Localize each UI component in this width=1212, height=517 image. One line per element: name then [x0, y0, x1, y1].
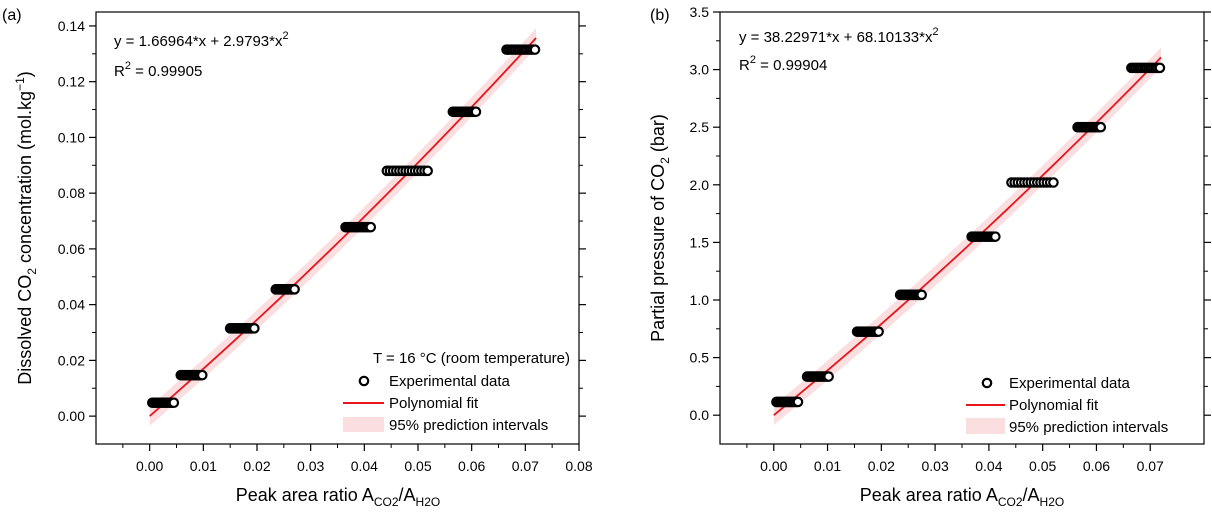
panel-a-y-tick-label: 0.00	[58, 408, 85, 424]
panel-a-data-point	[365, 221, 377, 233]
panel-a-x-ticks: 0.00 0.01 0.02 0.03 0.04 0.05 0.06 0.07 0.08	[122, 444, 593, 474]
panel-a-y-tick-label: 0.14	[58, 18, 85, 34]
panel-a-y-tick-label: 0.02	[58, 352, 85, 368]
panel-b-x-axis-title: Peak area ratio ACO2/AH2O	[860, 485, 1064, 509]
panel-a-x-tick-label: 0.06	[458, 458, 485, 474]
panel-b-x-tick-label: 0.04	[975, 458, 1002, 474]
panel-a-x-tick-label: 0.01	[190, 458, 217, 474]
panel-b-x-tick-label: 0.01	[814, 458, 841, 474]
panel-b-r-squared: R2 = 0.99904	[739, 54, 827, 74]
panel-a-legend-band-swatch	[343, 417, 384, 432]
panel-b-data-point	[1048, 177, 1059, 188]
panel-b-legend-experimental: Experimental data	[1009, 375, 1131, 392]
panel-b-x-tick-label: 0.05	[1029, 458, 1056, 474]
panel-a-x-tick-label: 0.05	[404, 458, 431, 474]
panel-a-data-point	[168, 397, 180, 409]
panel-b-y-tick-label: 1.5	[690, 234, 710, 250]
panel-b-frame	[719, 11, 1205, 445]
panel-a-x-tick-label: 0.07	[512, 458, 539, 474]
panel-a-points-layer	[147, 44, 541, 409]
panel-a-y-tick-label: 0.08	[58, 185, 85, 201]
panel-a-legend-fit: Polynomial fit	[389, 395, 479, 412]
panel-a-x-tick-label: 0.02	[243, 458, 270, 474]
panel-b-x-tick-label: 0.06	[1083, 458, 1110, 474]
panel-b-x-tick-label: 0.03	[921, 458, 948, 474]
panel-a-data-point	[529, 44, 541, 55]
panel-a-r-squared: R2 = 0.99905	[114, 60, 202, 80]
panel-b-data-point	[823, 371, 834, 382]
panel-b-y-tick-label: 2.0	[690, 177, 710, 193]
panel-a-x-tick-label: 0.03	[297, 458, 324, 474]
panel-a-legend-header: T = 16 °C (room temperature)	[373, 350, 570, 367]
panel-b-data-point	[990, 231, 1001, 242]
panel-a-y-tick-label: 0.04	[58, 297, 85, 313]
panel-b-x-tick-label: 0.00	[760, 458, 787, 474]
panel-b-points-layer	[771, 62, 1166, 408]
panel-b-y-axis-title: Partial pressure of CO2 (bar)	[648, 114, 672, 342]
panel-b-equation: y = 38.22971*x + 68.10133*x2	[739, 26, 939, 46]
panel-b-data-point	[792, 396, 804, 408]
panel-b-label: (b)	[650, 7, 670, 24]
panel-b-legend-marker	[981, 377, 993, 389]
panel-a-data-point	[289, 284, 300, 295]
panel-b-y-tick-label: 2.5	[690, 119, 710, 135]
panel-b-data-point	[916, 289, 927, 301]
panel-a-y-tick-label: 0.12	[58, 74, 85, 90]
panel-b-legend-band: 95% prediction intervals	[1009, 419, 1168, 436]
panel-a-y-axis-title: Dissolved CO2 concentration (mol.kg−1)	[13, 71, 39, 385]
panel-a-y-ticks: 0.00 0.02 0.04 0.06 0.08 0.10 0.12 0.14	[58, 18, 586, 424]
panel-a-legend-band: 95% prediction intervals	[389, 417, 548, 434]
panel-a-x-tick-label: 0.08	[565, 458, 592, 474]
panel-b-x-tick-label: 0.07	[1137, 458, 1164, 474]
panel-b-y-tick-label: 0.0	[690, 407, 710, 423]
panel-b-legend: Experimental data Polynomial fit 95% pre…	[966, 375, 1168, 436]
panel-a-data-point	[249, 323, 260, 334]
panel-a-label: (a)	[2, 7, 22, 24]
panel-a-legend-experimental: Experimental data	[389, 373, 511, 390]
panel-b-x-tick-label: 0.02	[868, 458, 895, 474]
panel-a-x-tick-label: 0.00	[136, 458, 163, 474]
panel-b-y-tick-label: 3.5	[690, 4, 710, 20]
panel-a-x-tick-label: 0.04	[351, 458, 378, 474]
panel-a-equation: y = 1.66964*x + 2.9793*x2	[114, 30, 289, 50]
panel-b-data-point	[1154, 62, 1166, 74]
panel-b-y-tick-label: 1.0	[690, 292, 710, 308]
panel-a-x-axis-title: Peak area ratio ACO2/AH2O	[236, 485, 440, 509]
panel-b-chart: (b) 0.00 0.01 0.02 0.03 0.04 0.05 0.06 0.07 0.0…	[648, 4, 1211, 509]
panel-b-y-tick-label: 0.5	[690, 350, 710, 366]
panel-b-x-ticks: 0.00 0.01 0.02 0.03 0.04 0.05 0.06 0.07	[746, 444, 1164, 474]
panel-a-legend: T = 16 °C (room temperature) Experimenta…	[343, 350, 570, 434]
panel-a-chart: (a) 0.00 0.01 0.02 0.03 0.04 0.05 0.06 0.07 0.08…	[2, 7, 593, 509]
panel-a-y-tick-label: 0.06	[58, 241, 85, 257]
panel-a-data-point	[196, 369, 208, 381]
panel-b-legend-band-swatch	[966, 418, 1005, 434]
panel-b-y-ticks: 0.0 0.5 1.0 1.5 2.0 2.5 3.0 3.5	[690, 4, 1211, 423]
panel-a-legend-marker	[358, 375, 370, 387]
panel-b-y-tick-label: 3.0	[690, 62, 710, 78]
panel-b-data-point	[1095, 121, 1107, 133]
panel-a-data-point	[422, 165, 433, 177]
panel-b-data-point	[873, 326, 884, 337]
panel-a-data-point	[470, 106, 482, 118]
panel-b-legend-fit: Polynomial fit	[1009, 397, 1099, 414]
panel-a-y-tick-label: 0.10	[58, 129, 85, 145]
